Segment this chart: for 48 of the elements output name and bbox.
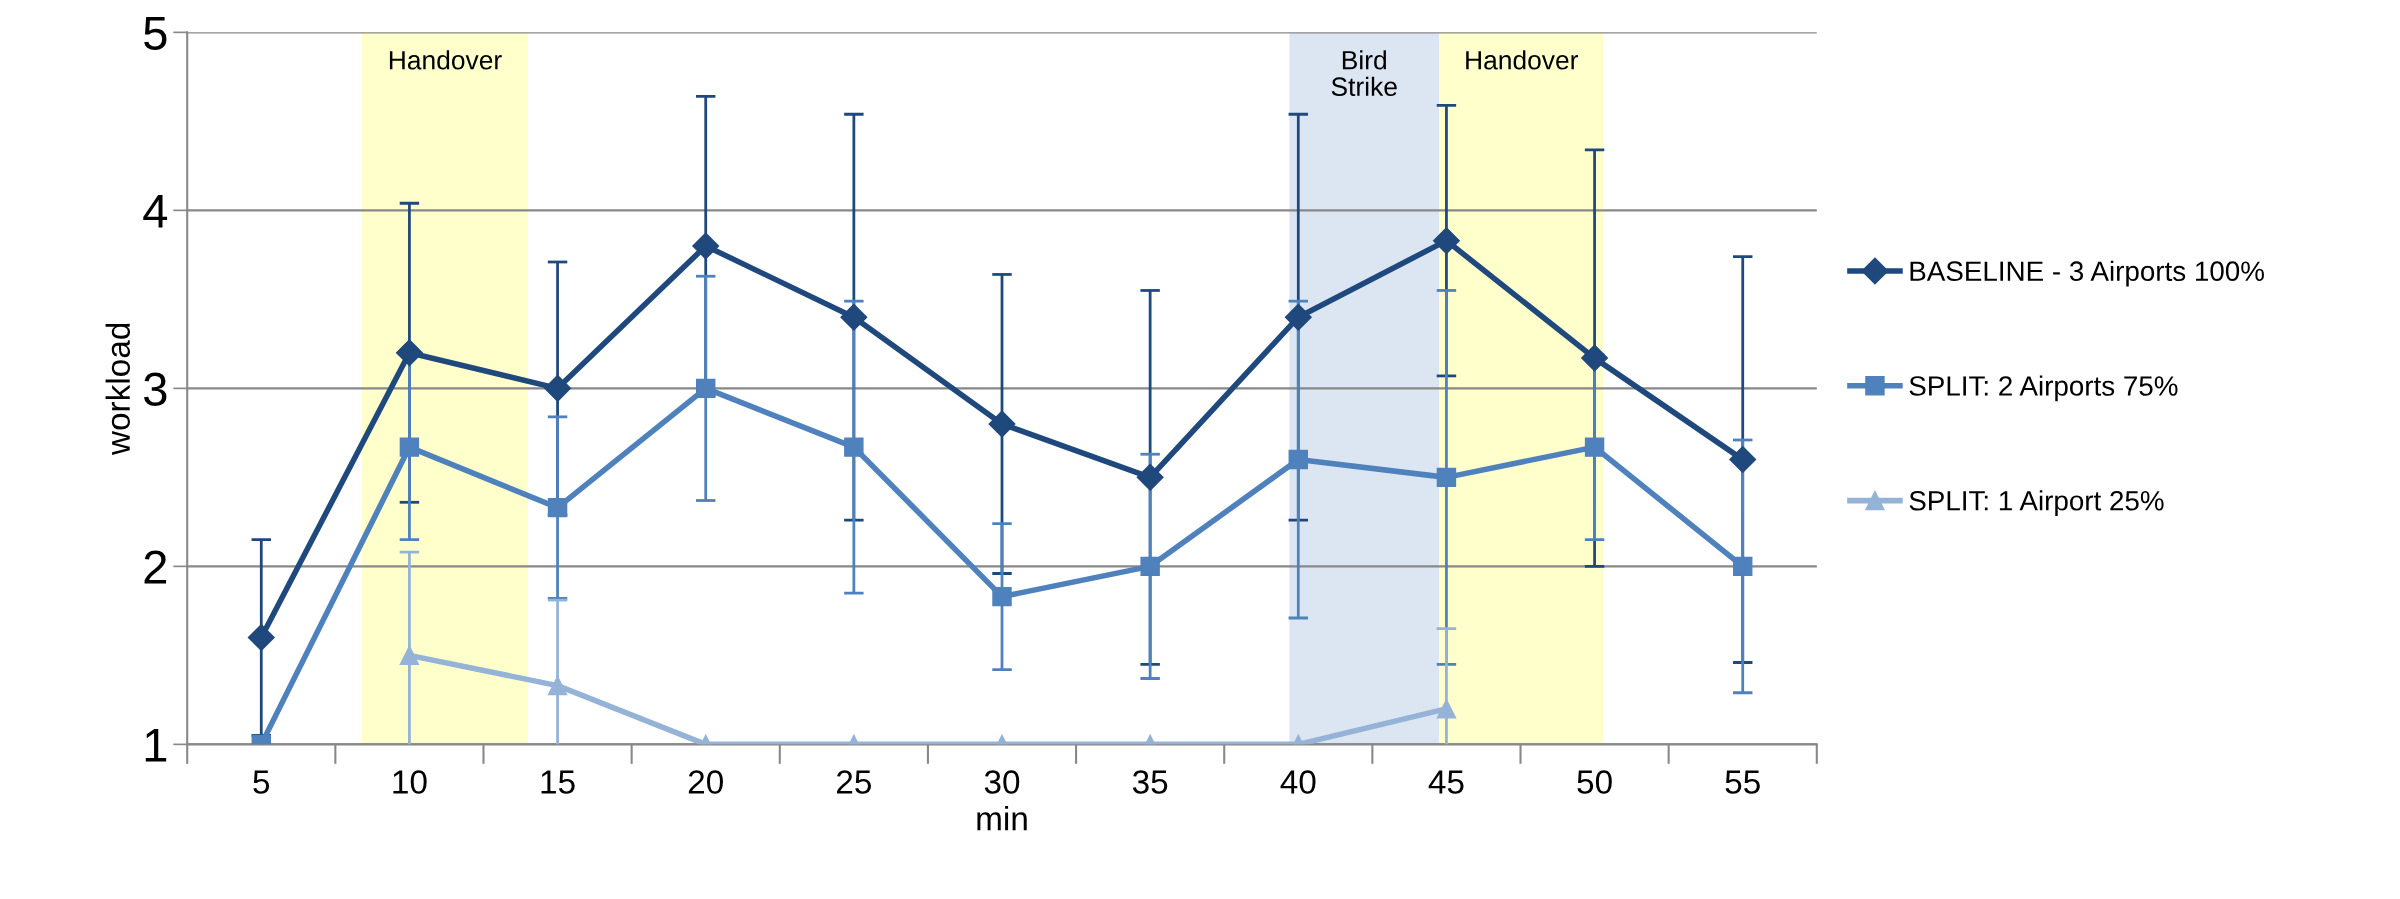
- point: [1436, 699, 1457, 719]
- x-axis-title: min: [977, 806, 1027, 831]
- y-tick-label: 3: [143, 372, 167, 406]
- point: [988, 410, 1016, 438]
- band-label: Handover: [389, 50, 502, 70]
- x-tick-label: 10: [393, 770, 427, 794]
- y-tick-label: 4: [143, 194, 168, 228]
- point: [395, 339, 423, 367]
- y-tick-label: 1: [145, 729, 167, 762]
- point: [547, 497, 568, 518]
- point: [1288, 449, 1309, 470]
- x-tick-label: 50: [1577, 770, 1612, 794]
- point: [1140, 556, 1160, 577]
- legend-label: SPLIT: 2 Airports 75%: [1909, 375, 2178, 402]
- x-tick-label: 20: [688, 770, 723, 794]
- point: [1584, 437, 1605, 457]
- x-tick-label: 55: [1725, 770, 1760, 794]
- x-tick-label: 5: [253, 770, 270, 794]
- point: [544, 374, 572, 402]
- band-label: Bird Strike: [1331, 50, 1397, 97]
- point: [692, 232, 720, 260]
- point: [399, 437, 420, 457]
- legend-label: SPLIT: 1 Airport 25%: [1909, 490, 2164, 517]
- x-tick-label: 25: [837, 770, 871, 794]
- band-label: Handover: [1466, 50, 1579, 70]
- x-tick-label: 15: [541, 770, 575, 794]
- point: [840, 303, 868, 331]
- y-tick-label: 5: [144, 16, 167, 50]
- x-tick-label: 30: [984, 770, 1020, 794]
- point: [547, 675, 568, 696]
- x-tick-label: 40: [1280, 770, 1316, 794]
- point: [1581, 344, 1609, 372]
- point: [695, 378, 716, 399]
- point: [1432, 227, 1460, 255]
- point: [399, 645, 420, 666]
- x-tick-label: 35: [1132, 770, 1168, 794]
- point: [247, 624, 275, 652]
- point: [992, 586, 1012, 607]
- point: [1732, 556, 1753, 577]
- point: [1436, 467, 1457, 488]
- y-axis-title: workload: [105, 323, 131, 456]
- y-tick-label: 2: [144, 550, 167, 584]
- point: [1136, 463, 1164, 491]
- point: [1729, 446, 1757, 474]
- legend-label: BASELINE - 3 Airports 100%: [1910, 260, 2264, 287]
- x-tick-label: 45: [1428, 770, 1464, 794]
- point: [844, 437, 864, 457]
- point: [1284, 303, 1312, 331]
